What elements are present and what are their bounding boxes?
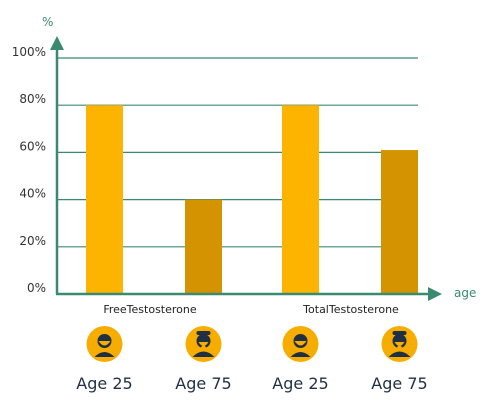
age-label: Age 25: [272, 374, 328, 393]
y-tick-label: 60%: [19, 139, 46, 153]
bars: [86, 105, 418, 294]
group-label-total: TotalTestosterone: [302, 303, 399, 316]
y-tick-label: 80%: [19, 92, 46, 106]
y-tick-labels: 100% 80% 60% 40% 20% 0%: [12, 45, 46, 295]
age-label: Age 75: [371, 374, 427, 393]
y-tick-label: 20%: [19, 234, 46, 248]
bar: [86, 105, 123, 294]
y-tick-label: 100%: [12, 45, 46, 59]
age-icons: Age 25 Age 75 Age 25 Age 75: [76, 326, 428, 393]
age-label: Age 75: [175, 374, 231, 393]
old-man-icon: [381, 326, 418, 362]
age-label: Age 25: [76, 374, 132, 393]
y-unit-label: %: [42, 15, 53, 29]
y-axis-arrow: [50, 36, 64, 50]
bar: [381, 150, 418, 294]
x-unit-label: age: [454, 286, 476, 300]
x-axis-arrow: [428, 287, 442, 301]
y-tick-label: 0%: [27, 281, 46, 295]
young-man-icon: [282, 326, 319, 362]
young-man-icon: [86, 326, 123, 362]
bar: [185, 199, 222, 294]
old-man-icon: [185, 326, 222, 362]
group-label-free: FreeTestosterone: [103, 303, 197, 316]
y-tick-label: 40%: [19, 187, 46, 201]
bar: [282, 105, 319, 294]
